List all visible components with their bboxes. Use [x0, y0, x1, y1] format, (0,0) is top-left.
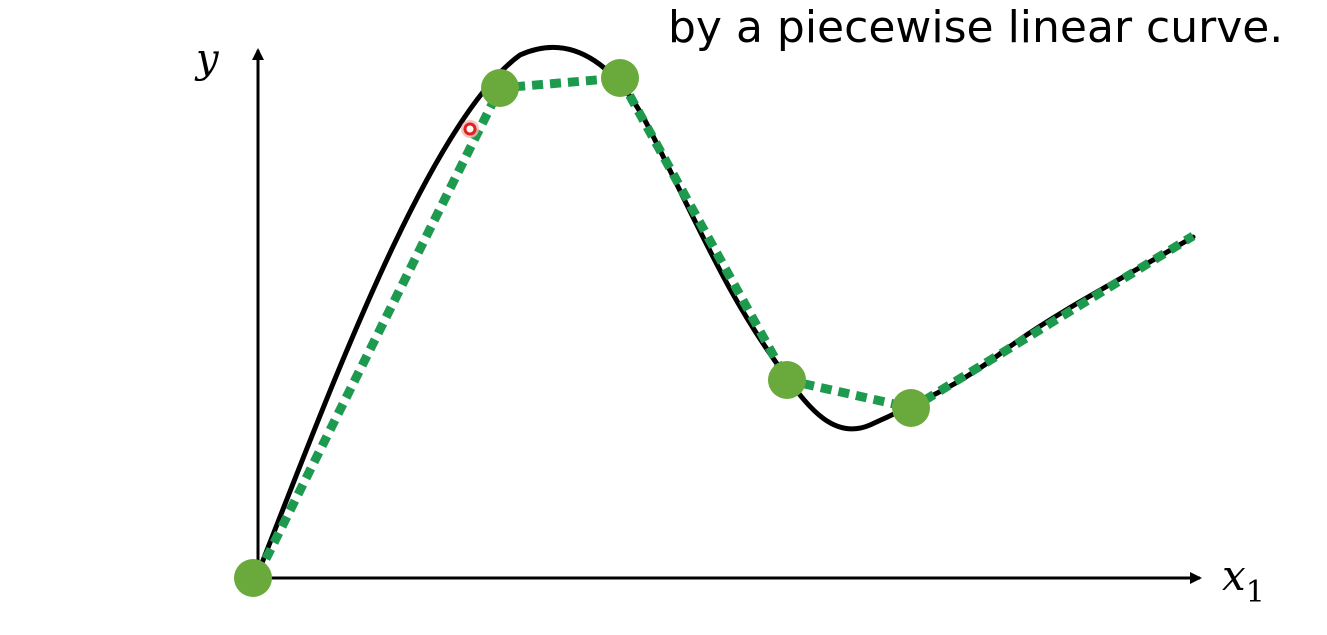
- breakpoint-0: [234, 559, 272, 597]
- x-axis-label: x1: [1222, 551, 1265, 610]
- x-axis-label-base: x: [1222, 551, 1246, 600]
- true-curve: [257, 44, 1196, 571]
- breakpoint-1: [481, 69, 519, 107]
- breakpoint-4: [892, 389, 930, 427]
- piecewise-linear-approximation: [253, 73, 1196, 578]
- caption-text: by a piecewise linear curve.: [668, 2, 1284, 53]
- breakpoint-3: [768, 361, 806, 399]
- x-axis-label-subscript: 1: [1246, 575, 1265, 610]
- breakpoint-2: [601, 59, 639, 97]
- y-axis-label: y: [194, 36, 220, 82]
- red-circle-cursor-icon: [463, 122, 477, 136]
